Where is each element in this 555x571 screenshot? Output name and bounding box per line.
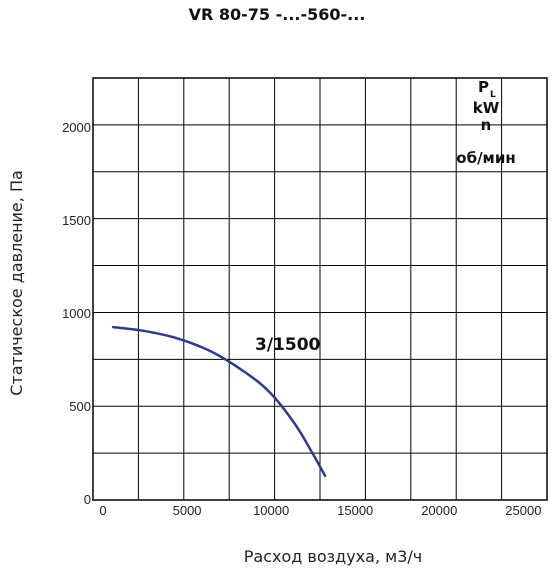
y-tick-label: 500 <box>69 399 91 414</box>
y-tick-labels: 0 500 1000 1500 2000 <box>62 120 91 507</box>
y-tick-label: 1000 <box>62 306 91 321</box>
y-tick-label: 1500 <box>62 213 91 228</box>
chart-title: VR 80-75 -...-560-... <box>189 5 366 24</box>
y-tick-label: 2000 <box>62 120 91 135</box>
legend-power-unit: kW <box>473 99 500 117</box>
legend-speed-unit: об/мин <box>456 149 515 167</box>
x-tick-label: 10000 <box>253 503 289 518</box>
x-tick-label: 15000 <box>337 503 373 518</box>
x-axis-label: Расход воздуха, м3/ч <box>244 547 422 566</box>
legend: P L kW n об/мин <box>456 78 515 167</box>
y-tick-label: 0 <box>84 492 91 507</box>
series-group <box>111 325 327 478</box>
grid <box>93 78 547 500</box>
legend-power-subscript: L <box>490 90 496 100</box>
curve-label: 3/1500 <box>255 335 321 355</box>
x-tick-labels: 0 5000 10000 15000 20000 25000 <box>99 503 541 518</box>
x-tick-label: 5000 <box>173 503 202 518</box>
series-line-3-1500 <box>111 325 327 478</box>
legend-speed-symbol: n <box>481 116 492 134</box>
plot-frame <box>92 77 548 501</box>
x-tick-label: 25000 <box>505 503 541 518</box>
legend-power-symbol: P <box>478 78 489 96</box>
x-tick-label: 0 <box>99 503 106 518</box>
y-axis-label: Статическое давление, Па <box>7 170 26 396</box>
x-tick-label: 20000 <box>421 503 457 518</box>
